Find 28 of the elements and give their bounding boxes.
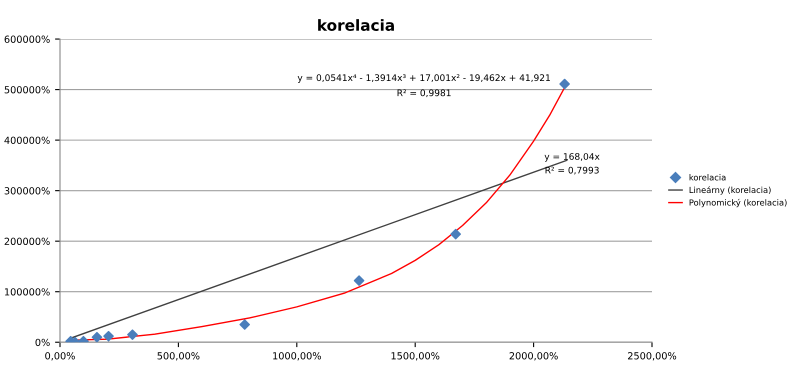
legend-label: korelacia — [690, 174, 726, 181]
point — [354, 275, 364, 286]
x-tick-label: 1000,00% — [273, 352, 321, 360]
legend-label: Lineárny (korelacia) — [690, 186, 771, 195]
legend-label: Polynomický (korelacia) — [690, 198, 787, 208]
y-tick-label: 0% — [35, 338, 50, 346]
y-tick-label: 100000% — [4, 288, 50, 296]
y-tick-label: 200000% — [4, 238, 50, 246]
x-tick-label: 2000,00% — [510, 352, 558, 360]
x-tick-label: 2500,00% — [628, 352, 676, 360]
y-tick-label: 500000% — [4, 86, 50, 94]
annotation: y = 0,0541x⁴ - 1,3914x³ + 17,001x² - 19,462x + 41,921 — [298, 74, 550, 83]
point — [127, 329, 138, 340]
chart-title: korelacia — [318, 19, 394, 31]
annotation: R² = 0,7993 — [546, 166, 599, 174]
y-tick-label: 300000% — [4, 187, 50, 194]
y-tick-label: 600000% — [4, 36, 50, 43]
point — [450, 228, 461, 240]
point — [559, 78, 570, 90]
x-tick-label: 1500,00% — [392, 352, 440, 360]
point — [239, 319, 250, 330]
y-tick-label: 400000% — [4, 136, 50, 144]
x-tick-label: 0,00% — [45, 352, 75, 360]
annotation: y = 168,04x — [544, 153, 600, 162]
annotation: R² = 0,9981 — [398, 89, 451, 98]
point — [92, 332, 102, 342]
x-tick-label: 500,00% — [158, 352, 200, 360]
point — [103, 330, 114, 342]
